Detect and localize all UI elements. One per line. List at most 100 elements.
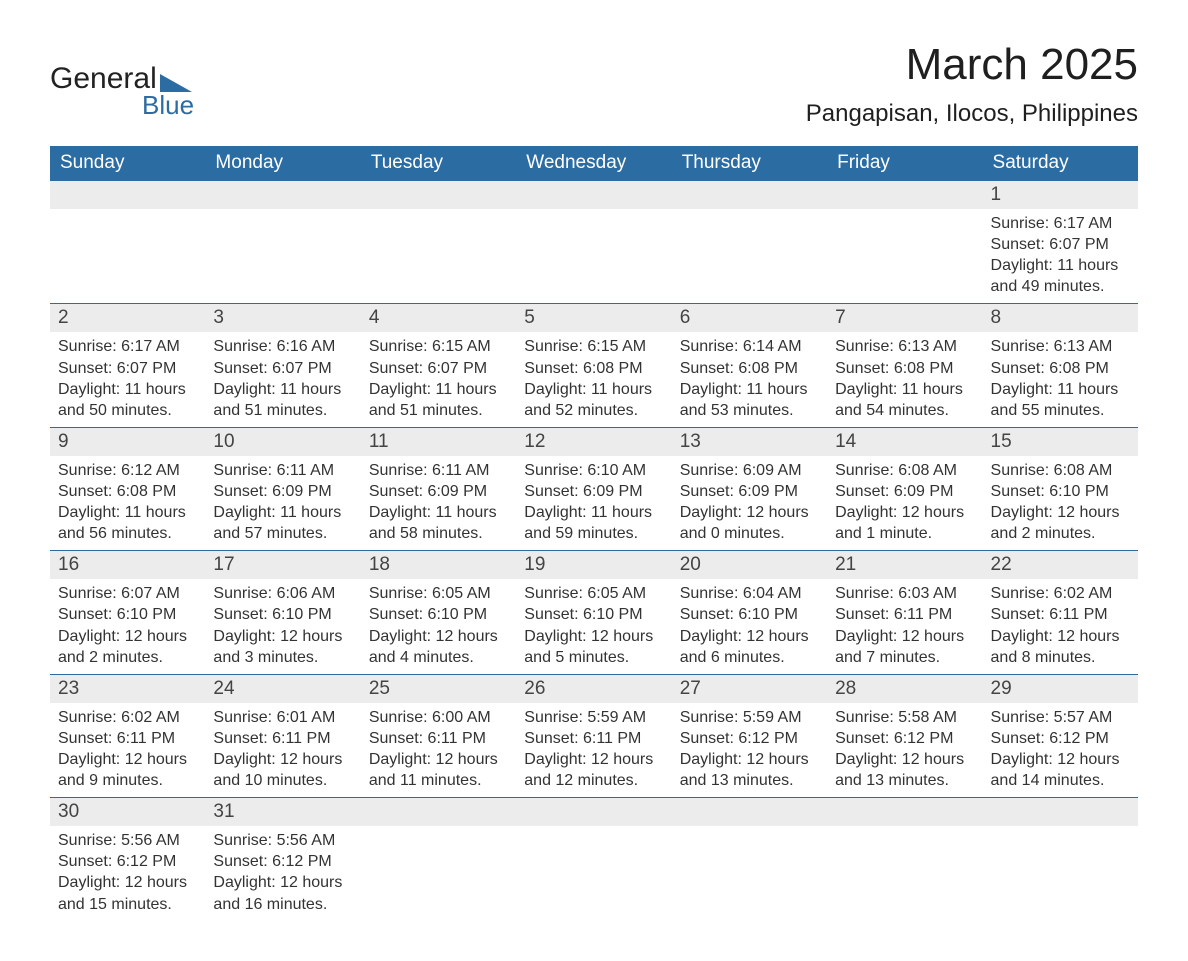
daylight-text: Daylight: 11 hours and 58 minutes. <box>369 502 508 544</box>
sunrise-text: Sunrise: 6:11 AM <box>213 460 352 481</box>
date-number: 13 <box>672 427 827 456</box>
calendar-cell <box>516 797 671 920</box>
sunrise-text: Sunrise: 6:14 AM <box>680 336 819 357</box>
date-number: 10 <box>205 427 360 456</box>
sunset-text: Sunset: 6:12 PM <box>213 851 352 872</box>
calendar-cell: 28Sunrise: 5:58 AMSunset: 6:12 PMDayligh… <box>827 674 982 797</box>
sunrise-text: Sunrise: 6:02 AM <box>58 707 197 728</box>
sunrise-text: Sunrise: 5:59 AM <box>680 707 819 728</box>
day-header: Monday <box>205 146 360 181</box>
sunrise-text: Sunrise: 6:12 AM <box>58 460 197 481</box>
date-number: 30 <box>50 797 205 826</box>
daylight-text: Daylight: 12 hours and 9 minutes. <box>58 749 197 791</box>
cell-body: Sunrise: 6:01 AMSunset: 6:11 PMDaylight:… <box>205 703 360 797</box>
sunset-text: Sunset: 6:10 PM <box>213 604 352 625</box>
sunrise-text: Sunrise: 6:17 AM <box>991 213 1130 234</box>
empty-cell-body <box>672 826 827 912</box>
sunset-text: Sunset: 6:12 PM <box>58 851 197 872</box>
cell-body: Sunrise: 5:56 AMSunset: 6:12 PMDaylight:… <box>205 826 360 920</box>
cell-body: Sunrise: 6:13 AMSunset: 6:08 PMDaylight:… <box>827 332 982 426</box>
calendar-cell <box>50 181 205 303</box>
week-row: 23Sunrise: 6:02 AMSunset: 6:11 PMDayligh… <box>50 674 1138 797</box>
date-number: 25 <box>361 674 516 703</box>
date-number: 27 <box>672 674 827 703</box>
sunset-text: Sunset: 6:12 PM <box>680 728 819 749</box>
daylight-text: Daylight: 12 hours and 2 minutes. <box>58 626 197 668</box>
sunset-text: Sunset: 6:08 PM <box>58 481 197 502</box>
calendar-cell: 4Sunrise: 6:15 AMSunset: 6:07 PMDaylight… <box>361 303 516 426</box>
calendar-cell: 23Sunrise: 6:02 AMSunset: 6:11 PMDayligh… <box>50 674 205 797</box>
cell-body: Sunrise: 5:59 AMSunset: 6:12 PMDaylight:… <box>672 703 827 797</box>
empty-date-bar <box>361 797 516 826</box>
cell-body: Sunrise: 6:17 AMSunset: 6:07 PMDaylight:… <box>50 332 205 426</box>
daylight-text: Daylight: 12 hours and 15 minutes. <box>58 872 197 914</box>
daylight-text: Daylight: 12 hours and 0 minutes. <box>680 502 819 544</box>
sunrise-text: Sunrise: 6:15 AM <box>524 336 663 357</box>
empty-date-bar <box>205 181 360 209</box>
date-number: 22 <box>983 550 1138 579</box>
calendar-cell: 11Sunrise: 6:11 AMSunset: 6:09 PMDayligh… <box>361 427 516 550</box>
daylight-text: Daylight: 12 hours and 5 minutes. <box>524 626 663 668</box>
sunset-text: Sunset: 6:08 PM <box>991 358 1130 379</box>
sunrise-text: Sunrise: 6:02 AM <box>991 583 1130 604</box>
sunrise-text: Sunrise: 5:58 AM <box>835 707 974 728</box>
daylight-text: Daylight: 11 hours and 49 minutes. <box>991 255 1130 297</box>
daylight-text: Daylight: 11 hours and 53 minutes. <box>680 379 819 421</box>
empty-date-bar <box>672 181 827 209</box>
date-number: 21 <box>827 550 982 579</box>
calendar-cell <box>827 181 982 303</box>
month-title: March 2025 <box>806 40 1138 90</box>
week-row: 2Sunrise: 6:17 AMSunset: 6:07 PMDaylight… <box>50 303 1138 426</box>
sunrise-text: Sunrise: 6:04 AM <box>680 583 819 604</box>
date-number: 17 <box>205 550 360 579</box>
sunset-text: Sunset: 6:11 PM <box>991 604 1130 625</box>
cell-body: Sunrise: 6:16 AMSunset: 6:07 PMDaylight:… <box>205 332 360 426</box>
daylight-text: Daylight: 12 hours and 10 minutes. <box>213 749 352 791</box>
calendar-cell: 27Sunrise: 5:59 AMSunset: 6:12 PMDayligh… <box>672 674 827 797</box>
calendar-cell: 16Sunrise: 6:07 AMSunset: 6:10 PMDayligh… <box>50 550 205 673</box>
sunset-text: Sunset: 6:09 PM <box>213 481 352 502</box>
date-number: 1 <box>983 181 1138 209</box>
date-number: 2 <box>50 303 205 332</box>
cell-body: Sunrise: 6:03 AMSunset: 6:11 PMDaylight:… <box>827 579 982 673</box>
sunset-text: Sunset: 6:12 PM <box>835 728 974 749</box>
sunset-text: Sunset: 6:10 PM <box>524 604 663 625</box>
date-number: 4 <box>361 303 516 332</box>
cell-body: Sunrise: 6:07 AMSunset: 6:10 PMDaylight:… <box>50 579 205 673</box>
sunset-text: Sunset: 6:11 PM <box>369 728 508 749</box>
cell-body: Sunrise: 6:15 AMSunset: 6:08 PMDaylight:… <box>516 332 671 426</box>
calendar-cell: 26Sunrise: 5:59 AMSunset: 6:11 PMDayligh… <box>516 674 671 797</box>
date-number: 20 <box>672 550 827 579</box>
sunrise-text: Sunrise: 6:08 AM <box>835 460 974 481</box>
date-number: 14 <box>827 427 982 456</box>
empty-cell-body <box>50 209 205 295</box>
calendar-cell: 18Sunrise: 6:05 AMSunset: 6:10 PMDayligh… <box>361 550 516 673</box>
cell-body: Sunrise: 6:10 AMSunset: 6:09 PMDaylight:… <box>516 456 671 550</box>
cell-body: Sunrise: 6:06 AMSunset: 6:10 PMDaylight:… <box>205 579 360 673</box>
sunset-text: Sunset: 6:10 PM <box>991 481 1130 502</box>
day-header: Thursday <box>672 146 827 181</box>
daylight-text: Daylight: 12 hours and 14 minutes. <box>991 749 1130 791</box>
calendar-cell: 29Sunrise: 5:57 AMSunset: 6:12 PMDayligh… <box>983 674 1138 797</box>
sunrise-text: Sunrise: 6:07 AM <box>58 583 197 604</box>
sunrise-text: Sunrise: 6:08 AM <box>991 460 1130 481</box>
empty-cell-body <box>983 826 1138 912</box>
daylight-text: Daylight: 12 hours and 1 minute. <box>835 502 974 544</box>
daylight-text: Daylight: 11 hours and 56 minutes. <box>58 502 197 544</box>
week-row: 16Sunrise: 6:07 AMSunset: 6:10 PMDayligh… <box>50 550 1138 673</box>
calendar-cell <box>516 181 671 303</box>
sunset-text: Sunset: 6:08 PM <box>680 358 819 379</box>
empty-cell-body <box>516 209 671 295</box>
date-number: 7 <box>827 303 982 332</box>
sunset-text: Sunset: 6:10 PM <box>58 604 197 625</box>
cell-body: Sunrise: 5:58 AMSunset: 6:12 PMDaylight:… <box>827 703 982 797</box>
sunrise-text: Sunrise: 6:15 AM <box>369 336 508 357</box>
cell-body: Sunrise: 6:05 AMSunset: 6:10 PMDaylight:… <box>361 579 516 673</box>
sunrise-text: Sunrise: 6:05 AM <box>524 583 663 604</box>
sunset-text: Sunset: 6:09 PM <box>835 481 974 502</box>
date-number: 26 <box>516 674 671 703</box>
calendar-cell: 10Sunrise: 6:11 AMSunset: 6:09 PMDayligh… <box>205 427 360 550</box>
calendar-cell: 15Sunrise: 6:08 AMSunset: 6:10 PMDayligh… <box>983 427 1138 550</box>
cell-body: Sunrise: 5:57 AMSunset: 6:12 PMDaylight:… <box>983 703 1138 797</box>
cell-body: Sunrise: 6:04 AMSunset: 6:10 PMDaylight:… <box>672 579 827 673</box>
